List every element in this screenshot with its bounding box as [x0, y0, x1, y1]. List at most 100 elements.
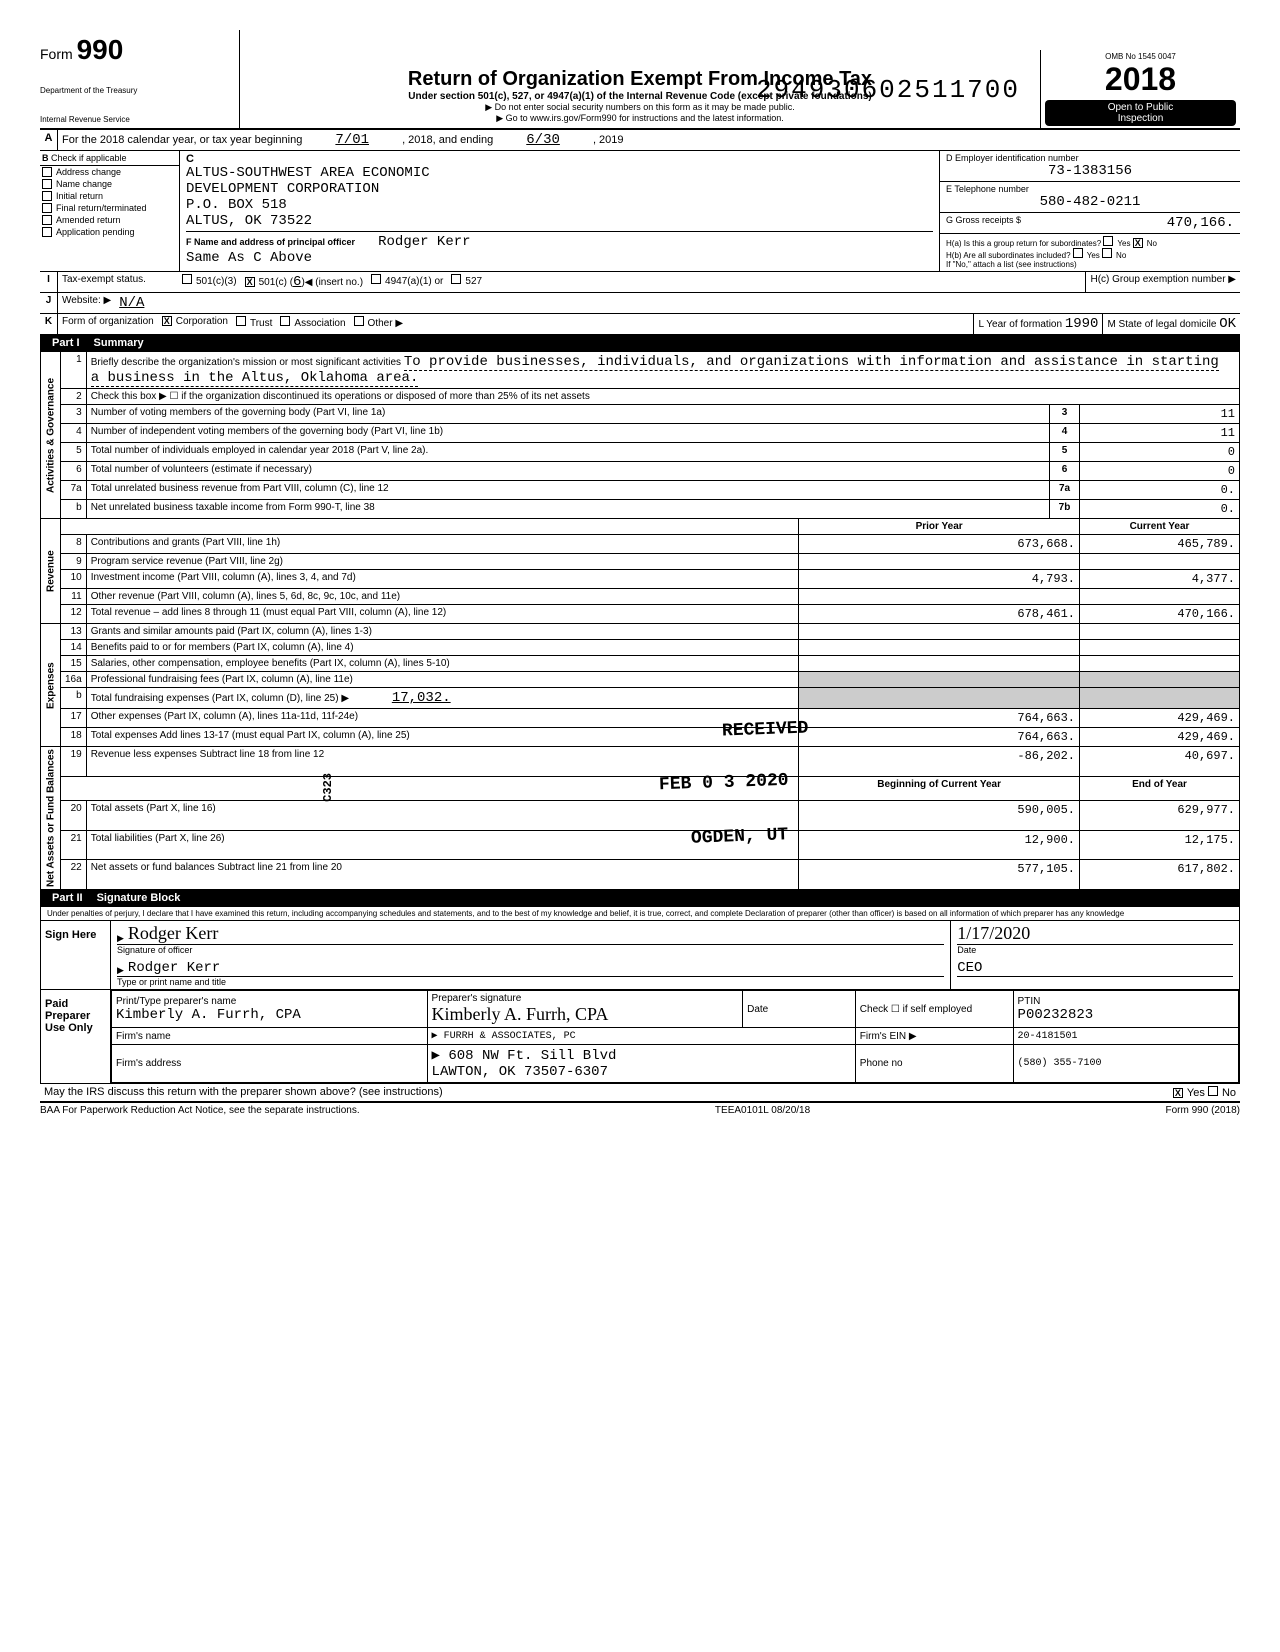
opt-501c: 501(c) ( — [259, 277, 293, 288]
ha-no[interactable] — [1133, 238, 1143, 248]
firm-addr-label: Firm's address — [116, 1058, 181, 1069]
line4-val: 11 — [1080, 424, 1240, 443]
opt-501c3: 501(c)(3) — [196, 276, 237, 287]
prep-signature: Kimberly A. Furrh, CPA — [432, 1004, 739, 1025]
line3-val: 11 — [1080, 405, 1240, 424]
chk-final-return[interactable] — [42, 203, 52, 213]
received-code: C323 — [321, 773, 335, 802]
paid-preparer-label: Paid Preparer Use Only — [41, 990, 111, 1083]
line16b: Total fundraising expenses (Part IX, col… — [91, 693, 349, 704]
state-domicile: OK — [1219, 316, 1236, 332]
side-net-assets: Net Assets or Fund Balances — [41, 747, 61, 890]
tax-year-end-month: 6/30 — [496, 132, 590, 148]
line12: Total revenue – add lines 8 through 11 (… — [86, 605, 799, 624]
part1-num: Part I — [46, 337, 86, 349]
received-stamp: RECEIVED — [722, 718, 809, 741]
line20: Total assets (Part X, line 16) — [86, 801, 799, 831]
label-d: D Employer identification number — [946, 153, 1234, 163]
line-a-mid: , 2018, and ending — [402, 134, 493, 146]
part2-header: Part II Signature Block — [40, 890, 1240, 906]
hb-note: If "No," attach a list (see instructions… — [946, 260, 1234, 269]
label-b: B — [42, 153, 49, 163]
prep-name-header: Print/Type preparer's name — [116, 996, 423, 1007]
discuss-no-label: No — [1222, 1087, 1236, 1099]
line22: Net assets or fund balances Subtract lin… — [86, 860, 799, 890]
ha-no-label: No — [1147, 239, 1157, 248]
label-c: C — [186, 153, 194, 165]
l17c: 429,469. — [1080, 709, 1240, 728]
l22c: 617,802. — [1080, 860, 1240, 890]
form-of-org-label: Form of organization — [58, 314, 158, 334]
officer-printed-name: Rodger Kerr — [128, 960, 220, 976]
firm-ein-label: Firm's EIN ▶ — [860, 1031, 917, 1042]
self-employed-check: Check ☐ if self employed — [855, 991, 1013, 1028]
chk-name-change[interactable] — [42, 179, 52, 189]
chk-initial-return[interactable] — [42, 191, 52, 201]
sig-officer-label: Signature of officer — [117, 945, 944, 955]
label-e: E Telephone number — [946, 184, 1234, 194]
opt-4947: 4947(a)(1) or — [385, 276, 443, 287]
chk-assoc[interactable] — [280, 316, 290, 326]
discuss-no[interactable] — [1208, 1086, 1218, 1096]
part2-num: Part II — [46, 892, 89, 904]
prior-year-header: Prior Year — [799, 519, 1080, 535]
line-a-end: , 2019 — [593, 134, 624, 146]
part1-title: Summary — [94, 337, 144, 349]
open-public-2: Inspection — [1047, 113, 1234, 124]
l18p: 764,663. — [799, 728, 1080, 747]
label-f: F Name and address of principal officer — [186, 237, 355, 247]
l19c: 40,697. — [1080, 747, 1240, 777]
hb-yes-label: Yes — [1087, 251, 1100, 260]
ha-yes[interactable] — [1103, 236, 1113, 246]
tax-year: 2018 — [1045, 61, 1236, 98]
hb-no[interactable] — [1102, 248, 1112, 258]
type-print-label: Type or print name and title — [117, 977, 944, 987]
hb-yes[interactable] — [1073, 248, 1083, 258]
discuss-yes[interactable] — [1173, 1088, 1183, 1098]
prep-date-header: Date — [747, 1004, 851, 1015]
firm-name-label: Firm's name — [116, 1031, 171, 1042]
line11: Other revenue (Part VIII, column (A), li… — [86, 589, 799, 605]
label-i: I — [40, 272, 58, 292]
chk-527[interactable] — [451, 274, 461, 284]
chk-corp[interactable] — [162, 316, 172, 326]
row-k: K Form of organization Corporation Trust… — [40, 314, 1240, 335]
firm-addr: ▶ 608 NW Ft. Sill Blvd — [432, 1047, 851, 1064]
chk-address-change[interactable] — [42, 167, 52, 177]
opt-corp: Corporation — [176, 316, 228, 327]
line14: Benefits paid to or for members (Part IX… — [86, 640, 799, 656]
chk-4947[interactable] — [371, 274, 381, 284]
chk-501c[interactable] — [245, 277, 255, 287]
label-hc: H(c) Group exemption number ▶ — [1085, 272, 1240, 292]
l10c: 4,377. — [1080, 570, 1240, 589]
chk-other[interactable] — [354, 316, 364, 326]
dept-treasury: Department of the Treasury — [40, 86, 233, 95]
firm-ein: 20-4181501 — [1013, 1028, 1238, 1045]
opt-other: Other ▶ — [368, 318, 403, 329]
chk-amended[interactable] — [42, 215, 52, 225]
officer-title-value: CEO — [957, 960, 982, 976]
mission-label: Briefly describe the organization's miss… — [91, 357, 401, 368]
chk-trust[interactable] — [236, 316, 246, 326]
signature-block: Under penalties of perjury, I declare th… — [40, 906, 1240, 1084]
sig-date: 1/17/2020 — [957, 923, 1030, 944]
officer-addr: Same As C Above — [186, 250, 933, 266]
summary-table: Activities & Governance 1 Briefly descri… — [40, 351, 1240, 890]
opt-527: 527 — [465, 276, 482, 287]
ein-value: 73-1383156 — [946, 163, 1234, 179]
line6: Total number of volunteers (estimate if … — [86, 462, 1049, 481]
website-value: N/A — [115, 293, 1240, 313]
chk-application-pending[interactable] — [42, 227, 52, 237]
chk-label-3: Final return/terminated — [56, 203, 147, 213]
discuss-yes-label: Yes — [1187, 1087, 1205, 1099]
chk-501c3[interactable] — [182, 274, 192, 284]
line19: Revenue less expenses Subtract line 18 f… — [91, 749, 324, 760]
line7a: Total unrelated business revenue from Pa… — [86, 481, 1049, 500]
row-j: J Website: ▶ N/A — [40, 293, 1240, 314]
website-label: Website: ▶ — [58, 293, 115, 313]
label-a: A — [40, 130, 58, 150]
label-l: L Year of formation — [978, 319, 1062, 330]
footer-form: Form 990 (2018) — [1166, 1105, 1240, 1116]
open-public-1: Open to Public — [1047, 102, 1234, 113]
l16b-val: 17,032. — [352, 690, 451, 706]
